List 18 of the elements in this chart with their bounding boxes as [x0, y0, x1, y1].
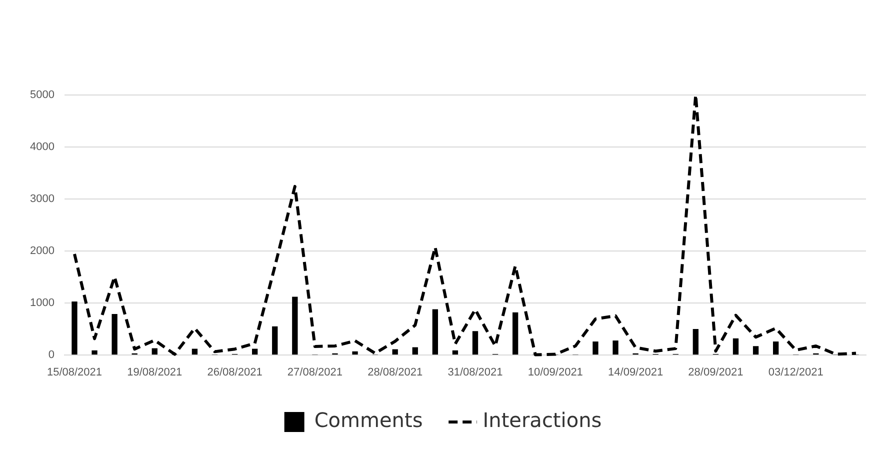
x-tick-label: 15/08/2021	[46, 366, 102, 378]
x-tick-label: 31/08/2021	[448, 366, 503, 378]
y-tick-label: 2000	[30, 244, 54, 257]
x-tick-label: 14/09/2021	[608, 366, 664, 378]
x-tick-label: 28/09/2021	[688, 366, 744, 378]
y-tick-label: 5000	[30, 89, 54, 102]
y-tick-label: 4000	[30, 140, 54, 153]
y-tick-label: 0	[48, 348, 54, 361]
x-tick-label: 27/08/2021	[287, 366, 342, 378]
y-tick-label: 1000	[30, 296, 54, 309]
x-tick-label: 10/09/2021	[528, 366, 583, 378]
legend-label: Comments	[314, 408, 423, 432]
y-tick-label: 3000	[30, 192, 54, 205]
x-tick-label: 26/08/2021	[207, 366, 262, 378]
x-tick-label: 03/12/2021	[768, 366, 824, 378]
x-tick-label: 28/08/2021	[368, 366, 423, 378]
x-tick-label: 19/08/2021	[127, 366, 182, 378]
legend-label: Interactions	[482, 408, 602, 432]
